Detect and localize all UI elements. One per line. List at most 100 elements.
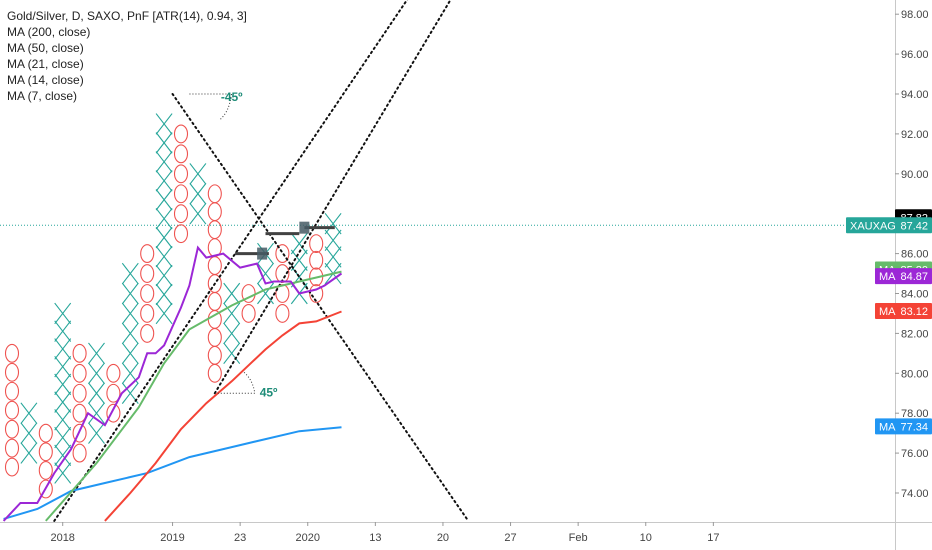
- y-tick-label: 86.00: [901, 249, 929, 261]
- pnf-column-19-x: [324, 212, 342, 285]
- y-tick-label: 76.00: [901, 448, 929, 460]
- plot-area[interactable]: -45º 45º: [0, 0, 895, 522]
- series-line-ma_purple[interactable]: [2, 245, 343, 522]
- o-box: [207, 220, 222, 240]
- legend-title[interactable]: Gold/Silver, D, SAXO, PnF [ATR(14), 0.94…: [7, 9, 247, 23]
- o-box: [4, 438, 20, 458]
- chart-legend: Gold/Silver, D, SAXO, PnF [ATR(14), 0.94…: [7, 8, 247, 104]
- x-box: [20, 442, 38, 464]
- o-box: [140, 304, 155, 323]
- pnf-column-0-o: [4, 343, 20, 477]
- x-tick-label: 2018: [50, 532, 74, 544]
- legend-ma14[interactable]: MA (14, close): [7, 73, 84, 87]
- price-tag-value: 84.87: [900, 271, 928, 283]
- o-box: [275, 304, 290, 323]
- x-box: [324, 229, 342, 252]
- legend-ma50[interactable]: MA (50, close): [7, 41, 84, 55]
- x-box: [88, 362, 105, 385]
- y-tick-label: 84.00: [901, 289, 929, 301]
- x-tick-label: 13: [369, 532, 381, 544]
- price-tag-bg: [875, 268, 932, 285]
- y-tick-label: 98.00: [901, 9, 929, 21]
- x-box: [121, 322, 139, 345]
- price-tag-5[interactable]: MA 77.34: [875, 418, 932, 435]
- x-box: [54, 462, 72, 484]
- y-tick-label: 82.00: [901, 328, 929, 340]
- o-box: [207, 363, 222, 383]
- pnf-column-2-o: [38, 423, 53, 499]
- x-box: [121, 362, 139, 385]
- o-box: [207, 345, 222, 365]
- pnf-column-9-x: [155, 113, 173, 325]
- price-tag-bg: [875, 418, 932, 435]
- trend-line-0[interactable]: [171, 93, 470, 522]
- o-box: [72, 443, 87, 463]
- pnf-column-11-x: [189, 163, 207, 225]
- price-tag-label: MA: [879, 421, 896, 433]
- x-box: [54, 338, 72, 360]
- price-tag-3[interactable]: MA 84.87: [875, 268, 932, 285]
- o-box: [207, 202, 222, 222]
- series-line-ma50[interactable]: [45, 270, 342, 522]
- price-tag-label: XAUXAG: [850, 220, 896, 232]
- x-box: [155, 207, 173, 230]
- angle-annotation-1[interactable]: 45º: [214, 370, 278, 399]
- y-tick-label: 90.00: [901, 169, 929, 181]
- o-box: [140, 264, 155, 283]
- o-box: [72, 383, 87, 403]
- pnf-column-12-o: [207, 184, 222, 383]
- x-box: [223, 322, 241, 345]
- x-box: [155, 132, 173, 154]
- o-box: [207, 256, 222, 275]
- trend-line-1[interactable]: [213, 0, 460, 395]
- price-tag-4[interactable]: MA 83.12: [875, 303, 932, 320]
- o-box: [38, 423, 53, 443]
- pnf-column-7-x: [121, 262, 139, 404]
- o-box: [140, 284, 155, 303]
- o-box: [72, 363, 87, 383]
- x-box: [223, 282, 241, 305]
- o-box: [106, 383, 121, 403]
- legend-ma21[interactable]: MA (21, close): [7, 57, 84, 71]
- pnf-column-4-o: [72, 343, 87, 463]
- o-box: [140, 323, 155, 343]
- o-box: [309, 284, 324, 303]
- x-tick-label: 23: [234, 532, 246, 544]
- pnf-column-10-o: [173, 124, 189, 244]
- series-line-ma200[interactable]: [3, 426, 342, 520]
- x-tick-label: 27: [504, 532, 516, 544]
- price-tag-bg: [875, 303, 932, 320]
- y-tick-label: 80.00: [901, 368, 929, 380]
- legend-ma200[interactable]: MA (200, close): [7, 25, 91, 39]
- o-box: [38, 442, 53, 462]
- pnf-column-6-o: [106, 363, 121, 423]
- x-tick-label: 20: [437, 532, 449, 544]
- o-box: [38, 479, 53, 499]
- series-line-ma_red[interactable]: [104, 310, 342, 522]
- marker-square-0: [257, 247, 268, 260]
- y-tick-label: 94.00: [901, 89, 929, 101]
- angle-annotation-0[interactable]: -45º: [189, 90, 243, 121]
- price-tag-1[interactable]: XAUXAG 87.42: [846, 217, 932, 234]
- x-box: [189, 163, 207, 185]
- o-box: [173, 184, 189, 204]
- x-box: [20, 402, 38, 424]
- legend-ma7[interactable]: MA (7, close): [7, 89, 78, 103]
- angle-arc: [214, 370, 256, 394]
- x-box: [290, 266, 308, 288]
- x-box: [155, 170, 173, 192]
- o-box: [173, 164, 189, 184]
- o-box: [207, 327, 222, 347]
- x-box: [88, 422, 105, 444]
- x-box: [54, 426, 72, 449]
- x-box: [54, 391, 72, 413]
- x-box: [54, 444, 72, 467]
- x-tick-label: 2020: [296, 532, 320, 544]
- x-box: [121, 382, 139, 404]
- o-box: [140, 244, 155, 264]
- pnf-column-5-x: [88, 342, 105, 444]
- pnf-column-18-o: [309, 234, 324, 303]
- x-box: [54, 355, 72, 378]
- x-box: [189, 183, 207, 205]
